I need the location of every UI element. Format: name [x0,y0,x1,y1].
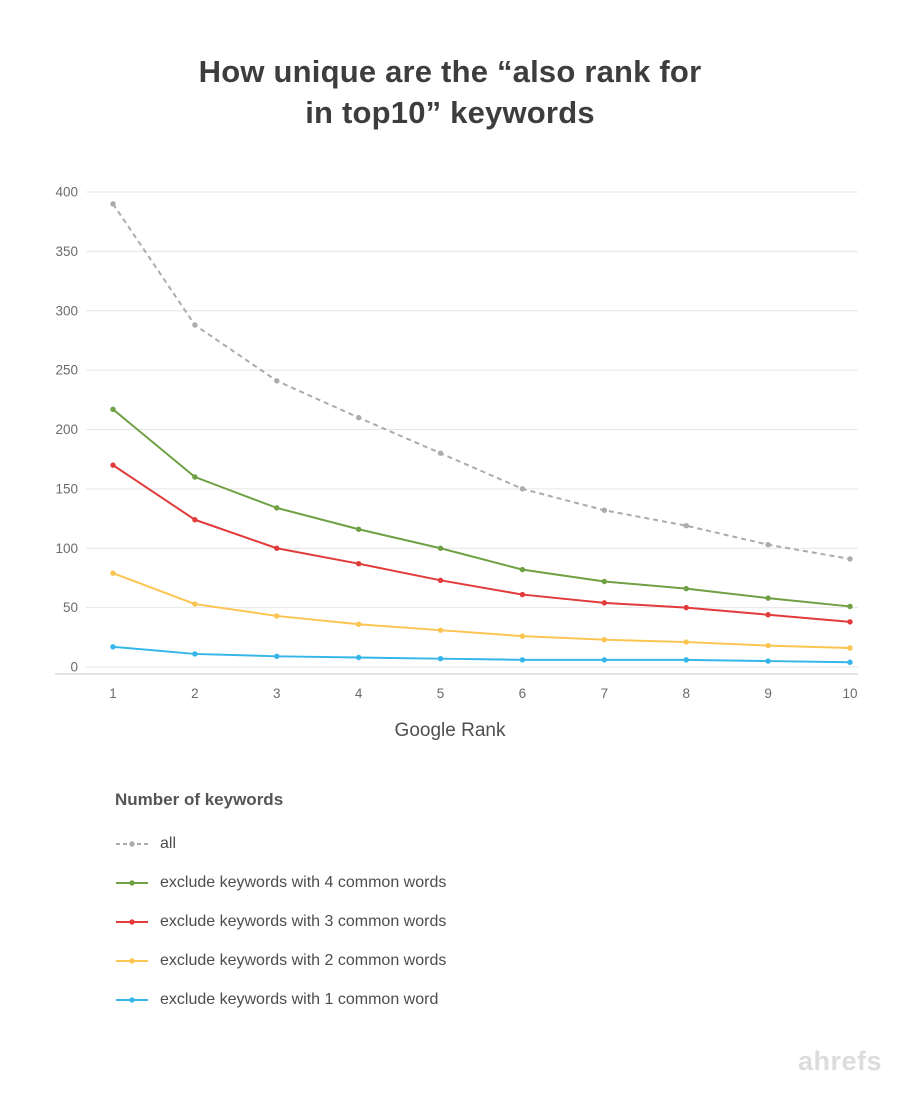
x-tick-label: 9 [764,686,772,701]
x-tick-label: 2 [191,686,199,701]
data-point-exclude-1-common-word [192,651,198,657]
x-tick-label: 1 [109,686,117,701]
series-line-all [112,203,851,560]
data-point-exclude-3-common-words [601,600,608,606]
legend-label: exclude keywords with 1 common word [160,990,439,1008]
legend-line-sample [116,879,148,886]
data-point-exclude-2-common-words [355,621,362,627]
series-line-exclude-3-common-words [112,464,851,623]
data-point-exclude-4-common-words [437,545,444,551]
data-point-exclude-2-common-words [437,627,444,633]
y-tick-label: 50 [63,600,78,615]
data-point-exclude-2-common-words [192,601,198,607]
y-tick-label: 250 [55,363,78,378]
legend-label: exclude keywords with 2 common words [160,951,447,969]
data-point-all [274,378,280,384]
legend: Number of keywords all exclude keywords w… [115,790,446,1019]
data-point-all [765,541,771,548]
legend-item: exclude keywords with 2 common words [115,941,446,980]
data-point-exclude-4-common-words [765,595,771,601]
data-point-exclude-2-common-words [847,645,853,651]
legend-line-sample [116,957,148,964]
data-point-exclude-1-common-word [355,654,362,661]
x-tick-label: 8 [682,686,690,701]
series-line-exclude-4-common-words [112,408,851,608]
y-tick-label: 0 [70,660,78,675]
y-tick-label: 200 [55,422,78,437]
data-point-exclude-2-common-words [274,613,280,619]
x-tick-label: 3 [273,686,281,701]
data-point-exclude-4-common-words [192,474,198,480]
data-point-all [601,507,608,513]
x-axis-label: Google Rank [394,720,506,741]
data-point-exclude-1-common-word [847,659,853,665]
data-point-exclude-4-common-words [355,526,362,532]
data-point-all [192,322,198,328]
x-tick-label: 6 [519,686,527,701]
data-point-exclude-4-common-words [110,406,116,413]
data-point-exclude-4-common-words [519,566,526,573]
data-point-exclude-3-common-words [765,612,771,618]
data-point-exclude-4-common-words [847,603,853,610]
series-line-exclude-1-common-word [112,645,851,664]
data-point-all [355,414,362,421]
data-point-all [683,522,689,529]
legend-title: Number of keywords [115,790,284,809]
data-point-all [519,486,526,492]
data-point-exclude-2-common-words [601,636,608,643]
chart-title: How unique are the “also rank for in top… [0,52,900,134]
y-tick-label: 350 [55,244,78,259]
data-point-exclude-1-common-word [437,655,444,662]
data-point-exclude-3-common-words [355,560,362,567]
data-point-all [110,201,116,207]
data-point-exclude-3-common-words [683,604,689,611]
line-chart: 0 50 100 150 200 250 300 350 400 1 2 3 4 5 6 7 8 9 10 [55,185,858,701]
legend-line-sample [116,996,148,1003]
data-point-exclude-3-common-words [519,591,526,598]
data-point-exclude-1-common-word [765,658,771,664]
data-point-exclude-2-common-words [110,570,116,576]
legend-line-sample [116,918,148,925]
data-point-all [847,556,853,562]
data-point-exclude-4-common-words [274,505,280,511]
y-tick-label: 150 [55,481,78,496]
x-tick-label: 5 [437,686,445,701]
legend-item: exclude keywords with 3 common words [115,902,446,941]
y-tick-label: 300 [55,303,78,318]
legend-line-sample [116,840,148,847]
data-point-exclude-3-common-words [437,577,444,584]
y-tick-label: 100 [55,541,78,556]
data-point-all [437,450,444,456]
chart-title-line1: How unique are the “also rank for [198,54,702,89]
x-tick-label: 7 [601,686,609,701]
data-point-exclude-1-common-word [110,644,116,650]
data-point-exclude-1-common-word [601,657,608,663]
series-line-exclude-2-common-words [112,572,851,649]
data-point-exclude-3-common-words [274,545,280,551]
chart-title-line2: in top10” keywords [305,94,595,130]
data-point-exclude-1-common-word [519,657,526,663]
legend-label: exclude keywords with 3 common words [160,912,447,930]
data-point-exclude-2-common-words [683,639,689,645]
legend-item: exclude keywords with 1 common word [115,980,446,1019]
data-point-exclude-3-common-words [847,619,853,625]
y-tick-label: 400 [55,185,78,200]
data-point-exclude-3-common-words [192,517,198,523]
legend-label: all [160,834,177,852]
legend-item: all [115,824,446,863]
data-point-exclude-3-common-words [110,462,116,468]
data-point-exclude-2-common-words [765,642,771,649]
data-point-exclude-1-common-word [274,653,280,660]
legend-label: exclude keywords with 4 common words [160,873,447,891]
data-point-exclude-1-common-word [683,657,689,663]
data-point-exclude-4-common-words [601,578,608,585]
x-tick-label: 10 [842,686,857,701]
legend-items: all exclude keywords with 4 common words e… [115,824,446,1019]
data-point-exclude-4-common-words [683,585,689,592]
data-point-exclude-2-common-words [519,633,526,639]
ahrefs-logo: ahrefs [797,1046,882,1076]
legend-item: exclude keywords with 4 common words [115,863,446,902]
x-tick-label: 4 [355,686,363,701]
